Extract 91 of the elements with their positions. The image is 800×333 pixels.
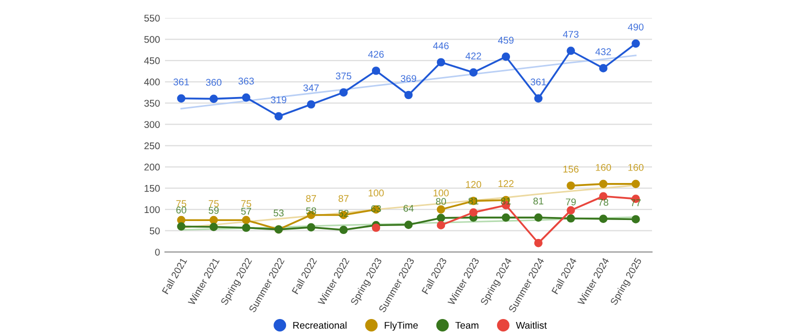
point <box>177 222 186 231</box>
data-label: 422 <box>466 52 482 60</box>
point <box>306 223 316 232</box>
point <box>566 181 575 190</box>
data-label: 432 <box>595 48 611 56</box>
data-label: 57 <box>241 208 252 215</box>
point <box>469 208 478 217</box>
data-label: 52 <box>338 210 348 217</box>
point <box>534 94 543 103</box>
point <box>566 214 575 223</box>
data-label: 79 <box>566 198 576 206</box>
data-label: 75 <box>241 200 252 208</box>
point <box>404 90 413 100</box>
legend-label: Team <box>455 322 478 329</box>
data-label: 75 <box>176 200 186 208</box>
data-label: 75 <box>208 200 219 208</box>
data-label: 53 <box>274 210 284 216</box>
y-tick-label: 250 <box>144 142 160 150</box>
y-tick-label: 500 <box>144 36 160 43</box>
point <box>436 214 446 222</box>
data-label: 59 <box>208 206 219 214</box>
point <box>502 213 510 222</box>
point <box>210 216 218 224</box>
point <box>534 213 543 222</box>
point <box>566 46 575 55</box>
point <box>566 206 575 214</box>
data-label: 375 <box>336 72 352 80</box>
data-label: 426 <box>368 50 384 58</box>
point <box>436 221 446 230</box>
point <box>632 39 640 48</box>
point <box>242 216 250 224</box>
point <box>339 88 348 97</box>
point <box>274 112 283 120</box>
data-label: 87 <box>306 195 316 202</box>
data-label: 446 <box>433 42 449 50</box>
data-label: 78 <box>598 198 608 206</box>
data-label: 100 <box>434 190 449 196</box>
y-tick-label: 550 <box>144 14 160 22</box>
point <box>242 93 250 102</box>
data-label: 81 <box>533 198 544 205</box>
point <box>372 66 380 75</box>
y-tick-label: 50 <box>150 227 160 234</box>
data-label: 122 <box>498 180 514 187</box>
point <box>502 52 510 61</box>
point <box>210 94 218 104</box>
data-label: 473 <box>562 30 579 38</box>
point <box>372 224 380 232</box>
point <box>436 58 446 66</box>
point <box>210 222 218 232</box>
point <box>436 205 446 214</box>
data-label: 160 <box>628 164 644 171</box>
data-label: 160 <box>596 164 612 171</box>
data-label: 361 <box>173 78 189 86</box>
data-label: 87 <box>338 195 348 202</box>
point <box>339 226 348 234</box>
point <box>632 180 640 188</box>
y-tick-label: 350 <box>144 100 160 107</box>
data-label: 360 <box>206 78 222 86</box>
legend-label: FlyTime <box>384 322 418 331</box>
y-tick-label: 300 <box>144 121 160 128</box>
y-tick-label: 200 <box>144 164 160 171</box>
data-label: 60 <box>176 206 186 214</box>
data-label: 363 <box>238 78 254 85</box>
data-label: 80 <box>436 198 446 205</box>
y-tick-label: 400 <box>144 78 160 86</box>
point <box>632 215 640 224</box>
y-tick-label: 450 <box>144 57 160 64</box>
point <box>404 220 413 229</box>
point <box>469 68 478 77</box>
data-label: 347 <box>303 84 319 92</box>
data-label: 490 <box>628 24 644 30</box>
data-label: 156 <box>563 166 579 173</box>
legend-label: Recreational <box>293 322 346 329</box>
data-label: 361 <box>530 78 546 86</box>
point <box>177 94 186 103</box>
point <box>599 180 608 188</box>
point <box>599 214 608 223</box>
data-label: 120 <box>466 181 482 188</box>
y-tick-label: 150 <box>144 184 160 192</box>
point <box>306 100 316 109</box>
data-label: 100 <box>368 190 384 196</box>
legend-label: Waitlist <box>516 322 547 329</box>
point <box>599 64 608 72</box>
data-label: 459 <box>498 36 514 44</box>
y-tick-label: 0 <box>155 248 160 256</box>
data-label: 64 <box>404 204 414 212</box>
point <box>534 238 543 248</box>
data-label: 369 <box>400 75 416 82</box>
y-tick-label: 100 <box>144 206 160 214</box>
data-label: 319 <box>270 96 286 104</box>
point <box>242 224 250 232</box>
